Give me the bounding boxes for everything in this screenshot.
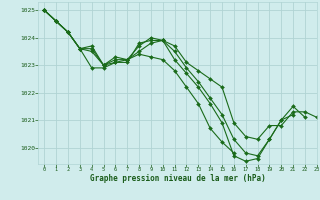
X-axis label: Graphe pression niveau de la mer (hPa): Graphe pression niveau de la mer (hPa) xyxy=(90,174,266,183)
